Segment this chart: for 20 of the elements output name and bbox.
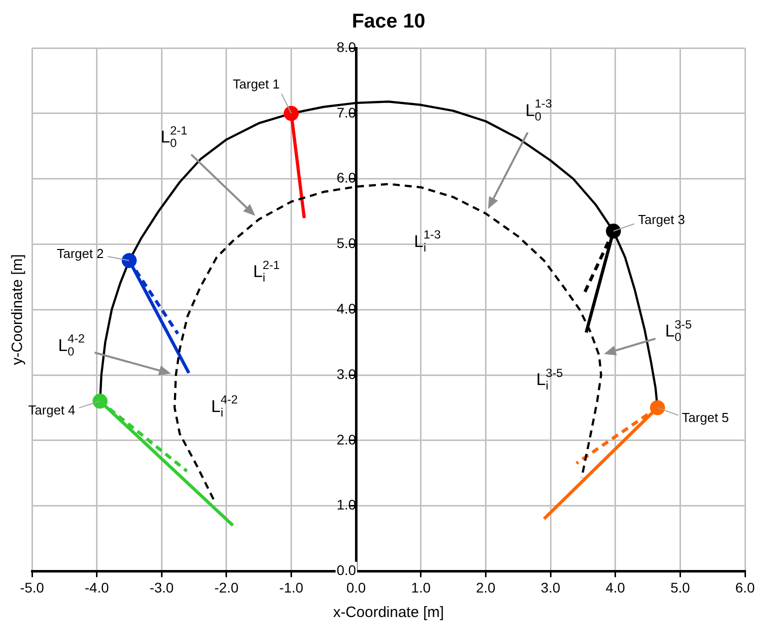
chart-title: Face 10 [352,10,426,33]
x-tick-label: 6.0 [735,579,755,596]
y-axis-title: y-Coordinate [m] [9,254,26,366]
annotation: Target 4 [28,402,76,418]
x-axis-title: x-Coordinate [m] [333,604,444,622]
x-tick-label: 4.0 [606,579,626,596]
x-tick-label: -3.0 [150,579,174,596]
annotation: Target 2 [56,246,104,262]
x-tick-label: 5.0 [670,579,690,596]
x-tick-label: -5.0 [20,579,44,596]
x-tick-label: 1.0 [411,579,431,596]
y-tick-label: 0.0 [336,562,356,578]
annotation: Target 5 [682,410,729,426]
x-tick-label: -4.0 [84,579,110,596]
annotation: Target 3 [638,212,685,228]
x-tick-label: 3.0 [540,579,560,596]
annotation: Target 1 [232,76,280,92]
x-tick-label: 2.0 [476,579,496,596]
x-tick-label: -2.0 [214,579,239,596]
x-tick-label: -1.0 [279,579,304,596]
